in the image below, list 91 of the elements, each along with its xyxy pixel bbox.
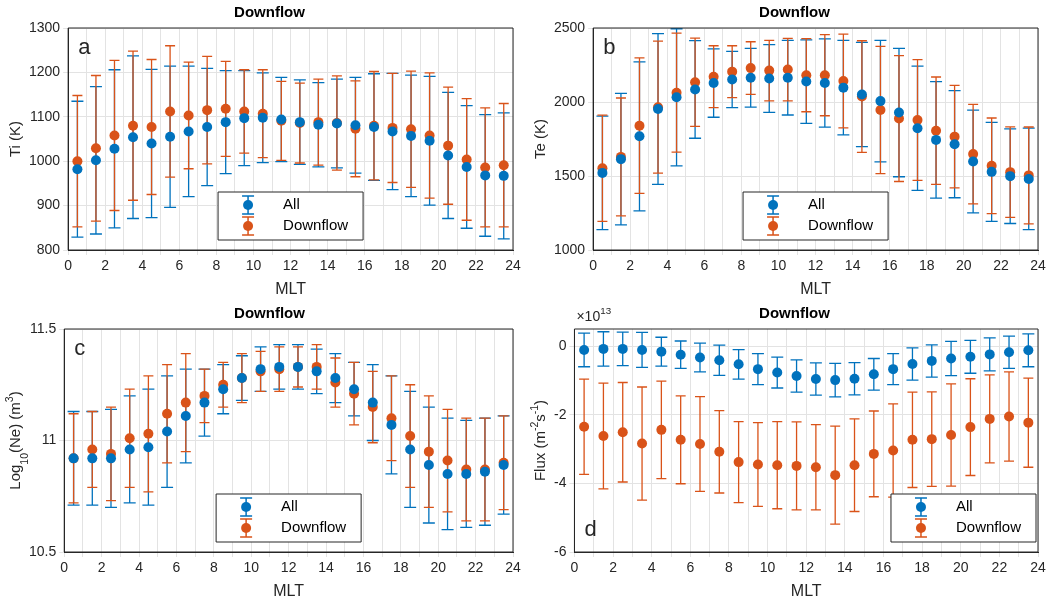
x-tick-label: 8 [737, 257, 746, 274]
annotation: b [603, 34, 616, 60]
legend-label: All [281, 497, 298, 515]
x-tick-label: 18 [393, 559, 409, 576]
y-tick-label: 800 [36, 240, 61, 257]
x-tick-label: 6 [700, 257, 709, 274]
y-tick-label: 900 [36, 196, 61, 213]
x-tick-label: 14 [844, 257, 861, 274]
y-tick-label: 10.5 [29, 542, 57, 559]
x-tick-label: 2 [626, 257, 635, 274]
x-tick-label: 8 [212, 257, 221, 274]
x-tick-label: 0 [64, 257, 73, 274]
legend-label: All [955, 497, 973, 515]
y-tick-label: 1300 [28, 18, 61, 35]
x-tick-label: 22 [991, 559, 1008, 576]
legend-label: Downflow [281, 518, 347, 536]
x-tick-label: 18 [914, 559, 931, 576]
y-tick-label: 2000 [553, 92, 586, 109]
x-tick-label: 18 [919, 257, 935, 274]
x-tick-label: 14 [319, 257, 336, 274]
x-tick-label: 10 [770, 257, 787, 274]
x-tick-label: 24 [1030, 257, 1046, 274]
x-tick-label: 16 [881, 257, 898, 274]
x-tick-label: 10 [243, 559, 260, 576]
x-tick-label: 16 [355, 559, 372, 576]
x-tick-label: 4 [138, 257, 147, 274]
y-axis-title: Log10(Ne) (m3) [2, 391, 30, 490]
x-tick-label: 6 [172, 559, 181, 576]
annotation: d [584, 516, 597, 542]
x-tick-label: 16 [875, 559, 892, 576]
y-tick-label: -6 [554, 542, 567, 559]
legend-label: All [808, 195, 825, 213]
chart-title: Downflow [234, 3, 306, 21]
x-tick-label: 8 [725, 559, 734, 576]
x-tick-label: 4 [663, 257, 672, 274]
x-tick-label: 20 [430, 559, 447, 576]
legend-label: Downflow [955, 518, 1022, 536]
y-axis-title: Te (K) [531, 118, 549, 159]
y-tick-label: 1100 [30, 107, 61, 124]
legend-label: Downflow [283, 216, 349, 234]
x-tick-label: 24 [505, 257, 521, 274]
x-tick-label: 22 [468, 257, 484, 274]
legend-label: Downflow [808, 216, 874, 234]
y-tick-label: 0 [558, 337, 567, 354]
x-tick-label: 10 [759, 559, 776, 576]
x-tick-label: 12 [807, 257, 824, 274]
chart-title: Downflow [759, 304, 831, 322]
x-tick-label: 14 [837, 559, 853, 576]
y-tick-label: 1500 [553, 166, 586, 183]
y-axis-title: Ti (K) [6, 120, 24, 158]
y-tick-label: -4 [554, 474, 567, 491]
chart-title: Downflow [759, 3, 831, 21]
y-tick-label: 2500 [553, 18, 586, 35]
x-tick-label: 24 [1030, 559, 1046, 576]
x-tick-label: 6 [175, 257, 184, 274]
x-tick-label: 22 [467, 559, 484, 576]
x-tick-label: 2 [609, 559, 618, 576]
x-tick-label: 12 [280, 559, 297, 576]
x-tick-label: 22 [993, 257, 1009, 274]
x-tick-label: 2 [101, 257, 110, 274]
legend-label: All [283, 195, 300, 213]
x-tick-label: 8 [209, 559, 218, 576]
x-tick-label: 20 [956, 257, 972, 274]
annotation: c [74, 335, 86, 361]
y-tick-label: 1200 [28, 63, 61, 80]
y-tick-label: 1000 [553, 240, 586, 257]
x-tick-label: 10 [245, 257, 262, 274]
x-tick-label: 2 [97, 559, 106, 576]
x-axis-title: MLT [275, 279, 307, 297]
x-tick-label: 4 [647, 559, 656, 576]
y-tick-label: 11 [41, 431, 57, 448]
y-tick-label: 1000 [28, 152, 61, 169]
x-tick-label: 0 [589, 257, 598, 274]
x-tick-label: 20 [952, 559, 969, 576]
x-tick-label: 20 [431, 257, 447, 274]
x-tick-label: 6 [686, 559, 695, 576]
x-tick-label: 12 [282, 257, 299, 274]
x-tick-label: 24 [505, 559, 521, 576]
x-axis-title: MLT [790, 581, 822, 599]
x-tick-label: 4 [135, 559, 144, 576]
x-tick-label: 14 [318, 559, 335, 576]
y-tick-label: -2 [554, 405, 567, 422]
x-tick-label: 16 [356, 257, 373, 274]
chart-title: Downflow [234, 304, 306, 322]
x-tick-label: 12 [798, 559, 815, 576]
y-tick-label: 11.5 [30, 319, 57, 336]
x-tick-label: 18 [394, 257, 410, 274]
x-axis-title: MLT [800, 279, 832, 297]
x-axis-title: MLT [273, 581, 305, 599]
y-axis-title: Flux (m-2s-1) [527, 399, 549, 482]
annotation: a [78, 34, 92, 60]
